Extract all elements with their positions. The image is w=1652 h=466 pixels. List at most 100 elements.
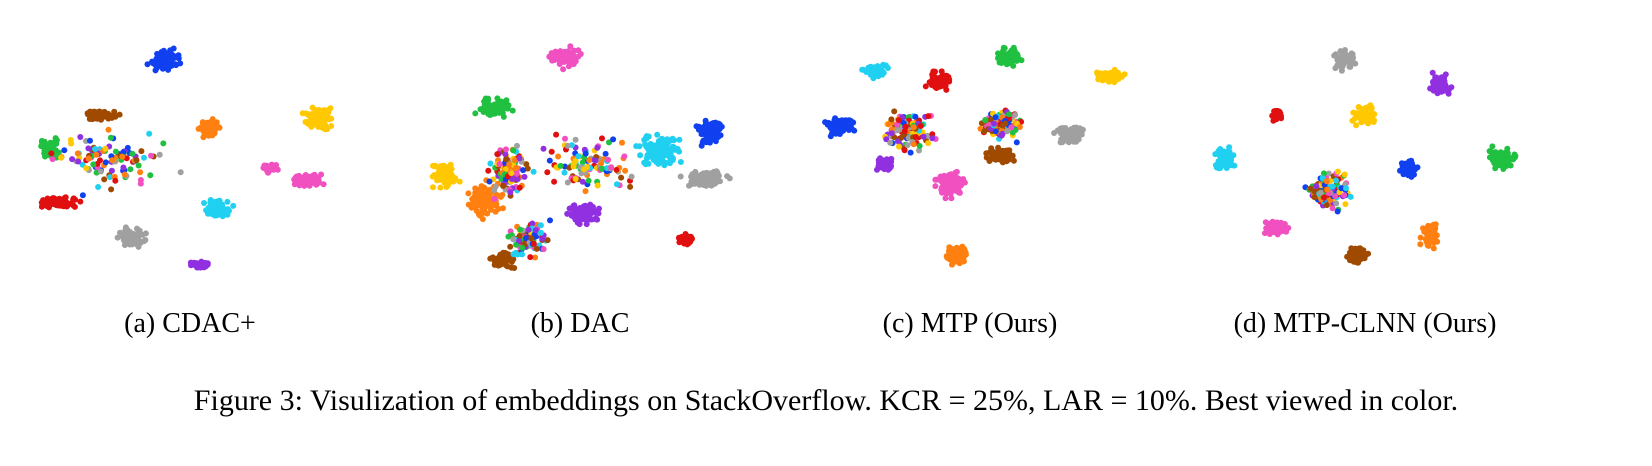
embedding-point xyxy=(663,147,670,154)
embedding-point xyxy=(641,159,648,166)
embedding-point xyxy=(1364,119,1371,126)
embedding-point xyxy=(598,165,605,172)
embedding-point xyxy=(1215,165,1222,172)
embedding-point xyxy=(677,173,684,180)
embedding-point xyxy=(991,120,997,127)
embedding-point xyxy=(1001,152,1008,159)
embedding-point xyxy=(200,134,207,141)
embedding-point xyxy=(200,127,207,133)
embedding-point xyxy=(894,127,901,134)
embedding-point xyxy=(987,148,994,155)
embedding-point xyxy=(528,235,535,242)
embedding-point xyxy=(1321,194,1328,201)
embedding-point xyxy=(581,212,588,219)
embedding-point xyxy=(696,123,702,130)
embedding-point xyxy=(560,66,567,73)
embedding-point xyxy=(1013,139,1020,146)
embedding-point xyxy=(1421,228,1428,235)
embedding-point xyxy=(888,116,895,123)
embedding-point xyxy=(291,181,298,188)
embedding-point xyxy=(610,136,617,143)
embedding-point xyxy=(840,119,847,126)
embedding-point xyxy=(505,102,512,109)
embedding-point xyxy=(707,128,713,135)
embedding-point xyxy=(1220,153,1227,160)
embedding-point xyxy=(613,166,620,173)
embedding-point xyxy=(191,261,198,268)
embedding-point xyxy=(637,152,644,159)
embedding-point xyxy=(1320,170,1327,177)
embedding-point xyxy=(138,148,145,155)
embedding-point xyxy=(71,203,78,210)
embedding-point xyxy=(1274,225,1281,232)
embedding-point xyxy=(1119,73,1125,80)
embedding-point xyxy=(90,161,97,168)
embedding-point xyxy=(202,261,208,268)
embedding-point xyxy=(529,220,536,227)
embedding-point xyxy=(472,110,479,117)
embedding-point xyxy=(1279,223,1286,229)
embedding-point xyxy=(470,199,477,206)
embedding-point xyxy=(827,133,834,140)
embedding-point xyxy=(303,178,310,185)
embedding-point xyxy=(1397,167,1404,174)
embedding-point xyxy=(160,52,167,59)
embedding-point xyxy=(1353,259,1360,266)
embedding-point xyxy=(230,202,237,209)
embedding-point xyxy=(49,156,56,163)
embedding-point xyxy=(147,172,154,179)
embedding-point xyxy=(946,248,953,255)
embedding-point xyxy=(155,51,162,58)
embedding-point xyxy=(1338,185,1345,192)
embedding-point xyxy=(1347,63,1354,70)
embedding-point xyxy=(1004,128,1011,135)
embedding-point xyxy=(1008,124,1015,131)
embedding-point xyxy=(532,254,539,261)
embedding-point xyxy=(599,135,605,142)
embedding-point xyxy=(431,172,438,178)
embedding-point xyxy=(116,111,123,118)
scatter-plots xyxy=(38,43,1519,271)
embedding-point xyxy=(219,208,226,215)
embedding-point xyxy=(146,130,153,137)
embedding-point xyxy=(1357,246,1364,253)
embedding-point xyxy=(1488,149,1495,156)
embedding-point xyxy=(912,134,919,140)
embedding-point xyxy=(570,160,577,167)
embedding-point xyxy=(437,184,444,191)
embedding-point xyxy=(1063,132,1070,139)
embedding-point xyxy=(1311,194,1318,201)
embedding-point xyxy=(953,249,959,256)
embedding-point xyxy=(128,240,135,247)
embedding-point xyxy=(702,120,709,127)
embedding-point xyxy=(1104,75,1111,82)
embedding-point xyxy=(437,176,444,183)
embedding-point xyxy=(310,116,317,123)
embedding-point xyxy=(327,105,334,112)
embedding-point xyxy=(1338,67,1345,74)
embedding-point xyxy=(580,203,587,210)
embedding-point xyxy=(1343,185,1349,192)
embedding-point xyxy=(485,187,492,194)
embedding-point xyxy=(519,244,526,251)
embedding-point xyxy=(574,219,581,226)
embedding-point xyxy=(478,183,485,190)
embedding-point xyxy=(532,227,539,234)
embedding-point xyxy=(74,150,81,157)
embedding-point xyxy=(1058,136,1065,143)
embedding-point xyxy=(512,249,519,256)
embedding-point xyxy=(61,147,68,154)
embedding-point xyxy=(920,133,927,140)
embedding-point xyxy=(507,243,514,250)
embedding-point xyxy=(708,135,715,142)
embedding-point xyxy=(1226,144,1233,151)
embedding-point xyxy=(52,196,59,203)
embedding-point xyxy=(652,142,658,149)
embedding-point xyxy=(1486,154,1493,161)
embedding-point xyxy=(1343,54,1350,61)
embedding-point xyxy=(589,216,596,223)
embedding-point xyxy=(1071,127,1077,134)
embedding-point xyxy=(1079,126,1086,133)
embedding-point xyxy=(557,162,564,169)
embedding-point xyxy=(948,195,955,202)
